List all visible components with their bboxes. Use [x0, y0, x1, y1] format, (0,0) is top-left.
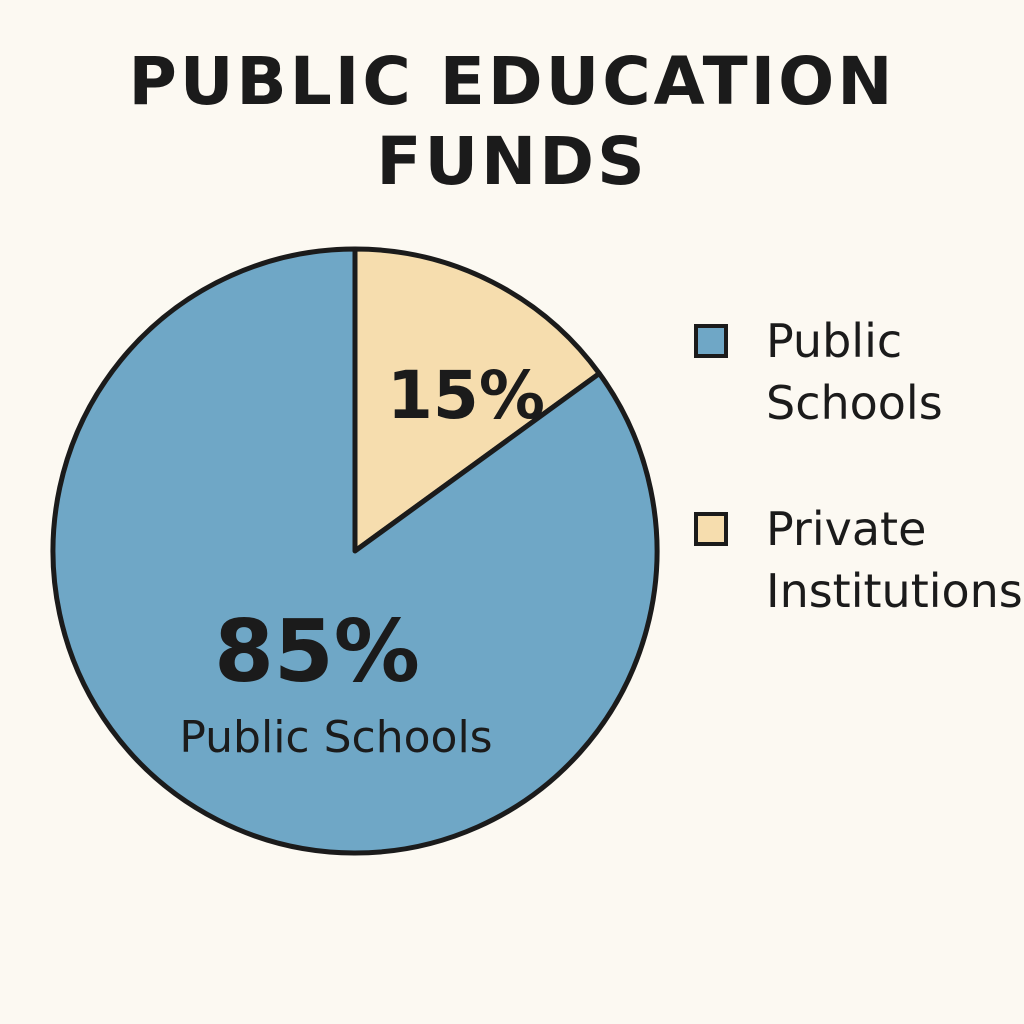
pie-slice-public-schools — [50, 246, 660, 856]
legend-label-public-schools: Public Schools — [766, 314, 943, 430]
slice-value-label-private-institutions: 15% — [387, 357, 545, 434]
chart-title: PUBLIC EDUCATION FUNDS — [0, 42, 1024, 202]
legend-swatch-public-schools — [694, 324, 728, 358]
legend-item-public-schools: Public Schools — [694, 310, 1014, 434]
legend-label-private-institutions: Private Institutions — [766, 502, 1023, 618]
slice-category-label-public-schools: Public Schools — [179, 712, 492, 763]
chart-title-line-1: PUBLIC EDUCATION — [128, 43, 896, 120]
chart-legend: Public Schools Private Institutions — [694, 310, 1023, 686]
chart-title-line-2: FUNDS — [376, 123, 648, 200]
slice-value-label-public-schools: 85% — [214, 602, 420, 702]
pie-slice-private-institutions — [352, 246, 602, 554]
legend-swatch-private-institutions — [694, 512, 728, 546]
legend-item-private-institutions: Private Institutions — [694, 498, 1023, 622]
